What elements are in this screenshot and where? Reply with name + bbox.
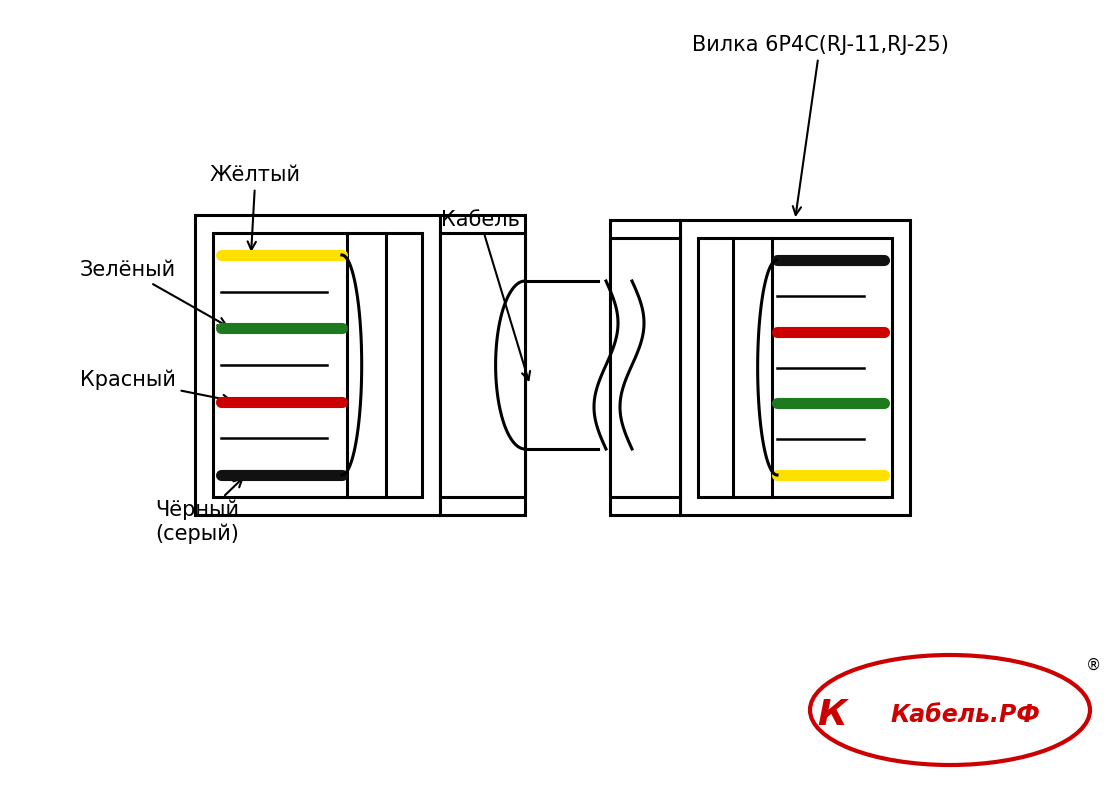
Text: Вилка 6Р4С(RJ-11,RJ-25): Вилка 6Р4С(RJ-11,RJ-25): [691, 35, 948, 215]
Text: Кабель.РФ: Кабель.РФ: [890, 703, 1040, 727]
Bar: [698, 238, 892, 497]
Text: К: К: [818, 698, 847, 732]
Text: Кабель: Кабель: [440, 210, 531, 380]
Text: Чёрный
(серый): Чёрный (серый): [155, 479, 242, 544]
Bar: [195, 215, 440, 515]
Text: ®: ®: [1086, 658, 1100, 673]
Text: Красный: Красный: [80, 370, 231, 403]
Ellipse shape: [810, 655, 1090, 765]
Bar: [213, 233, 422, 497]
Text: Зелёный: Зелёный: [80, 260, 227, 326]
Bar: [610, 220, 680, 515]
Bar: [440, 215, 525, 515]
Text: Жёлтый: Жёлтый: [210, 165, 300, 250]
Bar: [610, 238, 680, 497]
Bar: [680, 220, 910, 515]
Bar: [440, 233, 525, 497]
